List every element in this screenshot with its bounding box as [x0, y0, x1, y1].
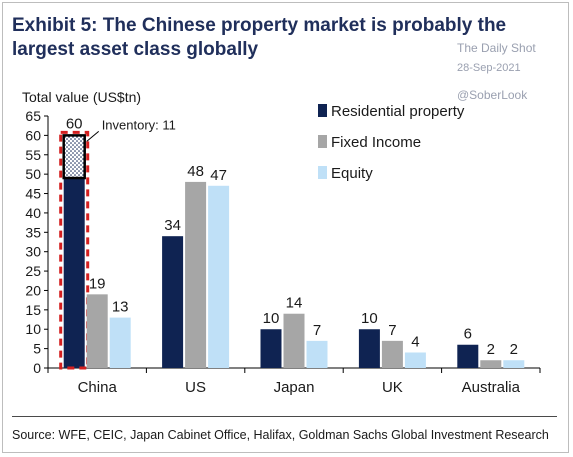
- y-tick-label: 40: [25, 205, 41, 221]
- value-label: 19: [89, 275, 106, 292]
- value-label: 14: [286, 295, 303, 312]
- x-category-label-us: US: [185, 379, 206, 396]
- value-label: 47: [210, 167, 227, 184]
- value-label: 4: [411, 333, 419, 350]
- y-axis-label: Total value (US$tn): [22, 89, 142, 105]
- value-label: 13: [112, 299, 129, 316]
- y-tick-label: 45: [25, 186, 41, 202]
- legend-swatch-equity: [318, 166, 327, 179]
- value-label: 2: [487, 341, 495, 358]
- value-label: 10: [263, 310, 280, 327]
- bar-china-residential-property: [63, 135, 85, 368]
- annotation-leader: [86, 131, 100, 142]
- x-category-label-uk: UK: [382, 379, 403, 396]
- y-tick-label: 5: [33, 341, 41, 357]
- bar-japan-residential-property: [260, 329, 282, 368]
- y-tick-label: 20: [25, 282, 41, 298]
- bar-uk-residential-property: [358, 329, 380, 368]
- bar-australia-equity: [503, 360, 525, 368]
- bar-us-equity: [208, 185, 230, 368]
- legend-swatch-residential-property: [318, 104, 327, 117]
- x-category-label-china: China: [78, 379, 118, 396]
- footer-rule: [12, 416, 557, 417]
- value-label: 60: [66, 115, 83, 132]
- watermark-handle: @SoberLook: [457, 88, 528, 102]
- value-label: 7: [388, 322, 396, 339]
- inventory-segment: [62, 134, 86, 180]
- y-tick-label: 30: [25, 244, 41, 260]
- bar-australia-fixed-income: [480, 360, 502, 368]
- legend-swatch-fixed-income: [318, 135, 327, 148]
- value-label: 34: [164, 217, 181, 234]
- chart-title: Exhibit 5: The Chinese property market i…: [12, 15, 507, 60]
- bar-china-fixed-income: [86, 294, 108, 368]
- bar-australia-residential-property: [457, 344, 479, 368]
- x-category-label-australia: Australia: [462, 379, 521, 396]
- y-tick-label: 25: [25, 263, 41, 279]
- bar-us-residential-property: [162, 236, 184, 368]
- legend-label-fixed-income: Fixed Income: [331, 134, 421, 151]
- x-category-label-japan: Japan: [274, 379, 315, 396]
- value-label: 2: [510, 341, 518, 358]
- bar-us-fixed-income: [185, 181, 207, 368]
- y-tick-label: 50: [25, 166, 41, 182]
- bar-china-equity: [109, 317, 131, 368]
- bar-uk-fixed-income: [381, 340, 403, 368]
- legend-label-residential-property: Residential property: [331, 103, 465, 120]
- highlight-box: [59, 130, 90, 370]
- y-tick-label: 10: [25, 321, 41, 337]
- bar-japan-fixed-income: [283, 313, 305, 368]
- y-tick-label: 60: [25, 127, 41, 143]
- watermark-source: The Daily Shot: [457, 41, 536, 55]
- value-label: 6: [464, 326, 472, 343]
- y-tick-label: 15: [25, 302, 41, 318]
- inventory-annotation: Inventory: 11: [102, 117, 176, 132]
- value-label: 48: [187, 163, 204, 180]
- chart-frame: [2, 2, 569, 453]
- y-tick-label: 0: [33, 360, 41, 376]
- bar-japan-equity: [306, 340, 328, 368]
- watermark-date: 28-Sep-2021: [457, 62, 521, 74]
- value-label: 10: [361, 310, 378, 327]
- source-note: Source: WFE, CEIC, Japan Cabinet Office,…: [12, 428, 549, 442]
- bar-uk-equity: [404, 352, 426, 368]
- y-tick-label: 55: [25, 147, 41, 163]
- legend-label-equity: Equity: [331, 165, 373, 182]
- y-tick-label: 35: [25, 224, 41, 240]
- value-label: 7: [313, 322, 321, 339]
- y-tick-label: 65: [25, 108, 41, 124]
